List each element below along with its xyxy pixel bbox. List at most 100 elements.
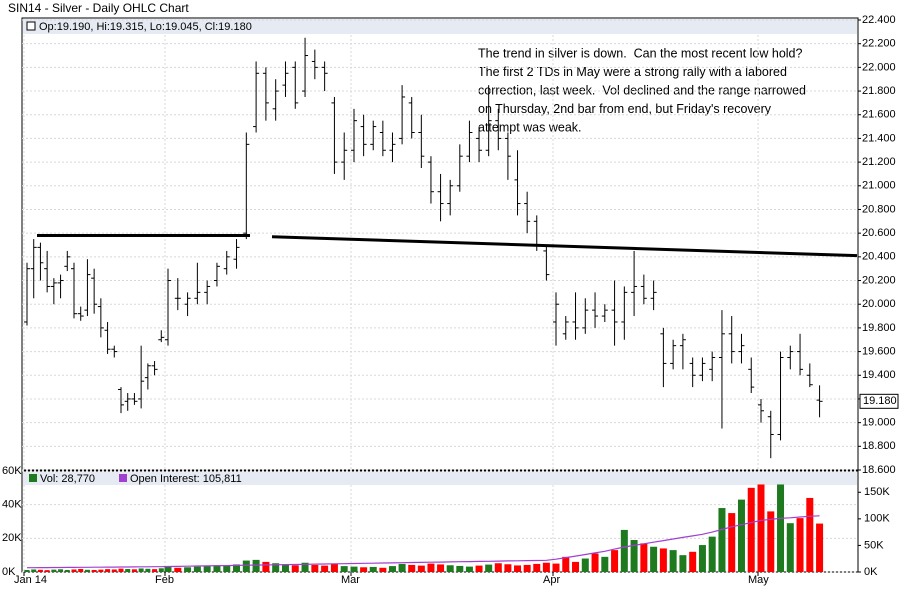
y-tick-label: 22.200 [862,38,896,50]
y-tick-label: 20.400 [862,251,896,263]
volume-bar [679,555,687,572]
legend-band [23,19,857,34]
volume-bar [388,566,396,572]
volume-bar [184,567,192,572]
y-tick-label: 20.800 [862,203,896,215]
volume-bar [51,569,57,572]
volume-bar [601,556,609,572]
y-tick-label: 21.200 [862,156,896,168]
volume-bar [311,564,319,572]
volume-bar [145,568,151,572]
volume-bar [737,499,745,572]
volume-bar [437,564,445,572]
legend-icon [26,21,36,31]
volume-bar [417,565,425,572]
volume-bar [640,543,648,572]
y-tick-label: 22.000 [862,61,896,73]
annotation-line: correction, last week. Vol declined and … [478,83,806,97]
annotation-line: The trend in silver is down. Can the mos… [478,46,803,60]
volume-bar [718,508,726,572]
y-tick-label: 60K [2,465,22,477]
y-tick-label: 22.400 [862,14,896,26]
volume-bar [330,563,338,572]
y-tick-label: 19.400 [862,369,896,381]
y-tick-label: 18.800 [862,440,896,452]
volume-bar [321,565,329,572]
volume-bar [118,568,124,572]
volume-bar [369,566,377,572]
volume-bar [475,565,483,572]
y2-tick-label: 150K [864,486,890,498]
y-tick-label: 0K [2,566,16,578]
volume-bar [193,566,201,572]
volume-bar [213,565,221,572]
legend-text: Op:19.190, Hi:19.315, Lo:19.045, Cl:19.1… [39,21,252,33]
volume-bar [58,569,64,572]
volume-bar [796,518,804,572]
oi-legend-icon [119,474,127,482]
volume-bar [272,563,280,572]
volume-bar [659,548,667,572]
volume-bar [223,565,231,572]
x-tick-label: May [748,574,769,586]
volume-bar [131,569,137,572]
x-tick-label: Mar [341,574,360,586]
volume-bar [747,487,755,572]
volume-bar [379,567,387,572]
volume-bar [31,569,37,572]
annotation: The trend in silver is down. Can the mos… [478,46,806,134]
volume-bar [340,566,348,572]
volume-legend-text: Vol: 28,770 [40,473,95,485]
volume-bar [514,565,522,572]
volume-bar [533,563,541,572]
volume-bar [494,563,502,572]
y-tick-label: 18.600 [862,464,896,476]
y-tick-label: 20K [2,532,22,544]
y-tick-label: 19.600 [862,345,896,357]
volume-bar [252,559,260,572]
volume-bar [504,564,512,572]
volume-bar [125,568,131,572]
volume-bar [689,551,697,572]
oi-legend-text: Open Interest: 105,811 [130,473,242,485]
volume-bar [37,569,43,572]
volume-bar [446,565,454,572]
volume-bar [562,556,570,572]
x-tick-label: Apr [543,574,560,586]
volume-legend-band [23,472,857,485]
annotation-line: The first 2 TDs in May were a strong ral… [478,65,787,79]
volume-bar [620,529,628,572]
chart-title: SIN14 - Silver - Daily OHLC Chart [8,1,189,15]
volume-bar [71,569,77,572]
y2-tick-label: 0K [864,566,878,578]
y-tick-label: 20.000 [862,298,896,310]
volume-bar [111,569,117,572]
y-tick-label: 19.800 [862,322,896,334]
y-tick-label: 20.600 [862,227,896,239]
volume-bar [91,569,97,572]
volume-bar [767,511,775,572]
volume-bar [552,563,560,572]
volume-legend-icon [29,474,37,482]
y-tick-label: 21.000 [862,180,896,192]
volume-bar [24,569,30,572]
volume-bar [708,536,716,572]
volume-bar [138,568,144,572]
volume-bar [591,553,599,572]
volume-bar [398,563,406,572]
volume-bar [465,566,473,572]
volume-bar [242,560,250,572]
volume-bar [523,564,531,572]
y-tick-label: 40K [2,499,22,511]
volume-bar [84,569,90,572]
volume-bar [650,546,658,572]
volume-bar [301,562,309,572]
volume-bar [611,550,619,572]
x-tick-label: Feb [155,574,174,586]
volume-bar [158,568,164,572]
y-tick-label: 20.200 [862,274,896,286]
volume-bar [44,570,50,572]
x-tick-label: Jan 14 [14,574,47,586]
volume-bar [350,566,358,572]
